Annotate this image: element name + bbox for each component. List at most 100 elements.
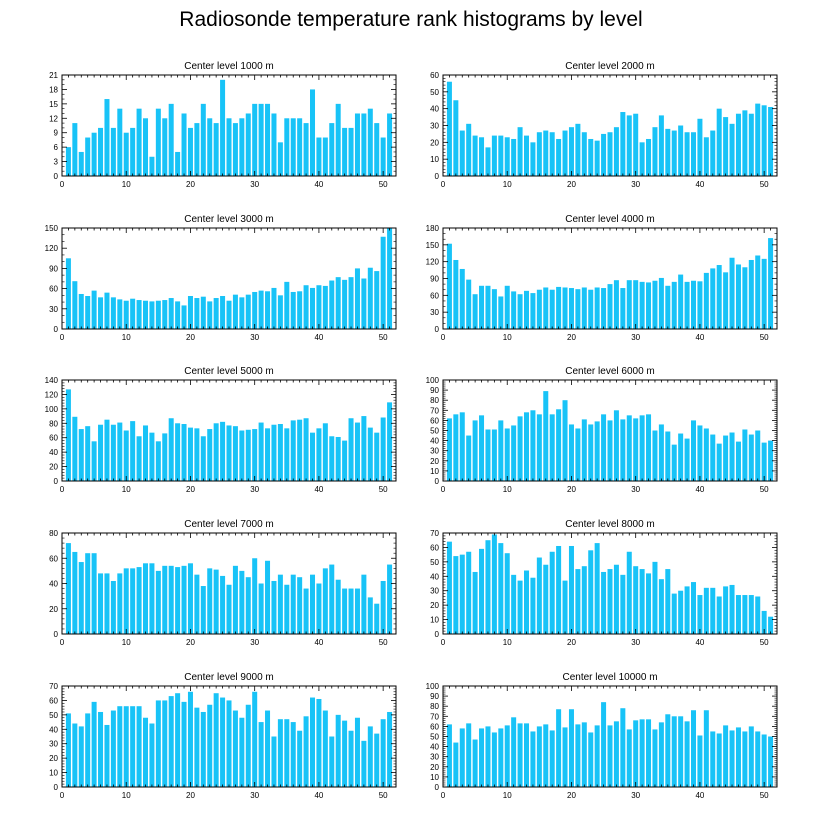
y-tick-label: 15 [49,100,58,109]
bar [297,118,303,176]
bar [601,288,607,329]
bar [98,711,104,787]
bar [98,573,104,634]
bar [652,280,658,329]
bar [536,557,542,634]
bar [588,289,594,329]
bar [149,156,155,176]
bar [220,421,226,481]
bar [168,565,174,634]
y-tick-label: 70 [49,682,58,691]
panel-title: Center level 1000 m [184,61,274,72]
bar [710,268,716,329]
bar [658,579,664,634]
bar [284,281,290,329]
bar [768,736,774,787]
bar [536,414,542,481]
bar [530,410,536,481]
bar [594,287,600,329]
bar [729,432,735,481]
bar [380,580,386,634]
bar [367,726,373,787]
bar [297,291,303,329]
bar [98,424,104,481]
bar [536,289,542,329]
x-tick-label: 0 [60,333,65,342]
chart-panel-2: Center level 2000 m 0 10 20 30 40 50 0 10 20 30 40 5… [430,61,778,189]
y-tick-label: 50 [430,88,439,97]
chart-panel-6: Center level 6000 m0 10 20 30 40 500102030405… [426,366,778,494]
bar [213,423,219,481]
y-tick-label: 100 [45,405,59,414]
bar [716,596,722,634]
y-tick-label: 70 [430,712,439,721]
bar [123,706,129,787]
bar [755,731,761,787]
bar [342,720,348,787]
panel-title: Center level 8000 m [565,519,655,530]
bar [213,693,219,787]
bar [245,294,251,329]
bar [200,103,206,176]
bar [335,579,341,634]
bar [252,291,258,329]
bar [226,300,232,329]
bar [466,435,472,481]
bar [568,127,574,176]
x-tick-label: 10 [503,791,512,800]
bar [556,138,562,176]
y-tick-label: 40 [430,105,439,114]
bar [316,428,322,481]
y-tick-label: 0 [54,783,59,792]
bar [524,135,530,176]
y-tick-label: 120 [45,390,59,399]
x-tick-label: 50 [760,180,769,189]
bar [716,108,722,176]
panel-title: Center level 10000 m [562,672,657,683]
bar [697,425,703,481]
bar [220,79,226,176]
bar [200,296,206,329]
bar [110,424,116,481]
bar [78,151,84,176]
bar [562,287,568,329]
bar [200,436,206,481]
bar [646,573,652,634]
bar [742,267,748,329]
bar [639,719,645,787]
bar [78,429,84,481]
bar [162,300,168,329]
bar [239,570,245,635]
x-tick-label: 0 [441,180,446,189]
bar [530,577,536,634]
bar [303,716,309,787]
bar [310,287,316,329]
y-tick-label: 20 [430,601,439,610]
y-tick-label: 90 [430,386,439,395]
bar [691,280,697,329]
bar [549,730,555,787]
bar [652,729,658,787]
x-tick-label: 40 [314,791,323,800]
bar [143,563,149,634]
bar [194,123,200,176]
bar [697,735,703,787]
bar [703,137,709,176]
bar [310,432,316,481]
bar [716,265,722,329]
x-tick-label: 20 [567,180,576,189]
bar [98,297,104,329]
y-tick-label: 70 [430,406,439,415]
x-tick-label: 50 [379,638,388,647]
bar [633,720,639,787]
bar [453,259,459,329]
x-tick-label: 40 [695,638,704,647]
bar [162,565,168,634]
bar [271,580,277,634]
bar [678,274,684,329]
bar [284,584,290,634]
bar [723,586,729,634]
figure-title: Radiosonde temperature rank histograms b… [179,8,643,31]
bar [136,567,142,634]
y-tick-label: 60 [49,434,58,443]
